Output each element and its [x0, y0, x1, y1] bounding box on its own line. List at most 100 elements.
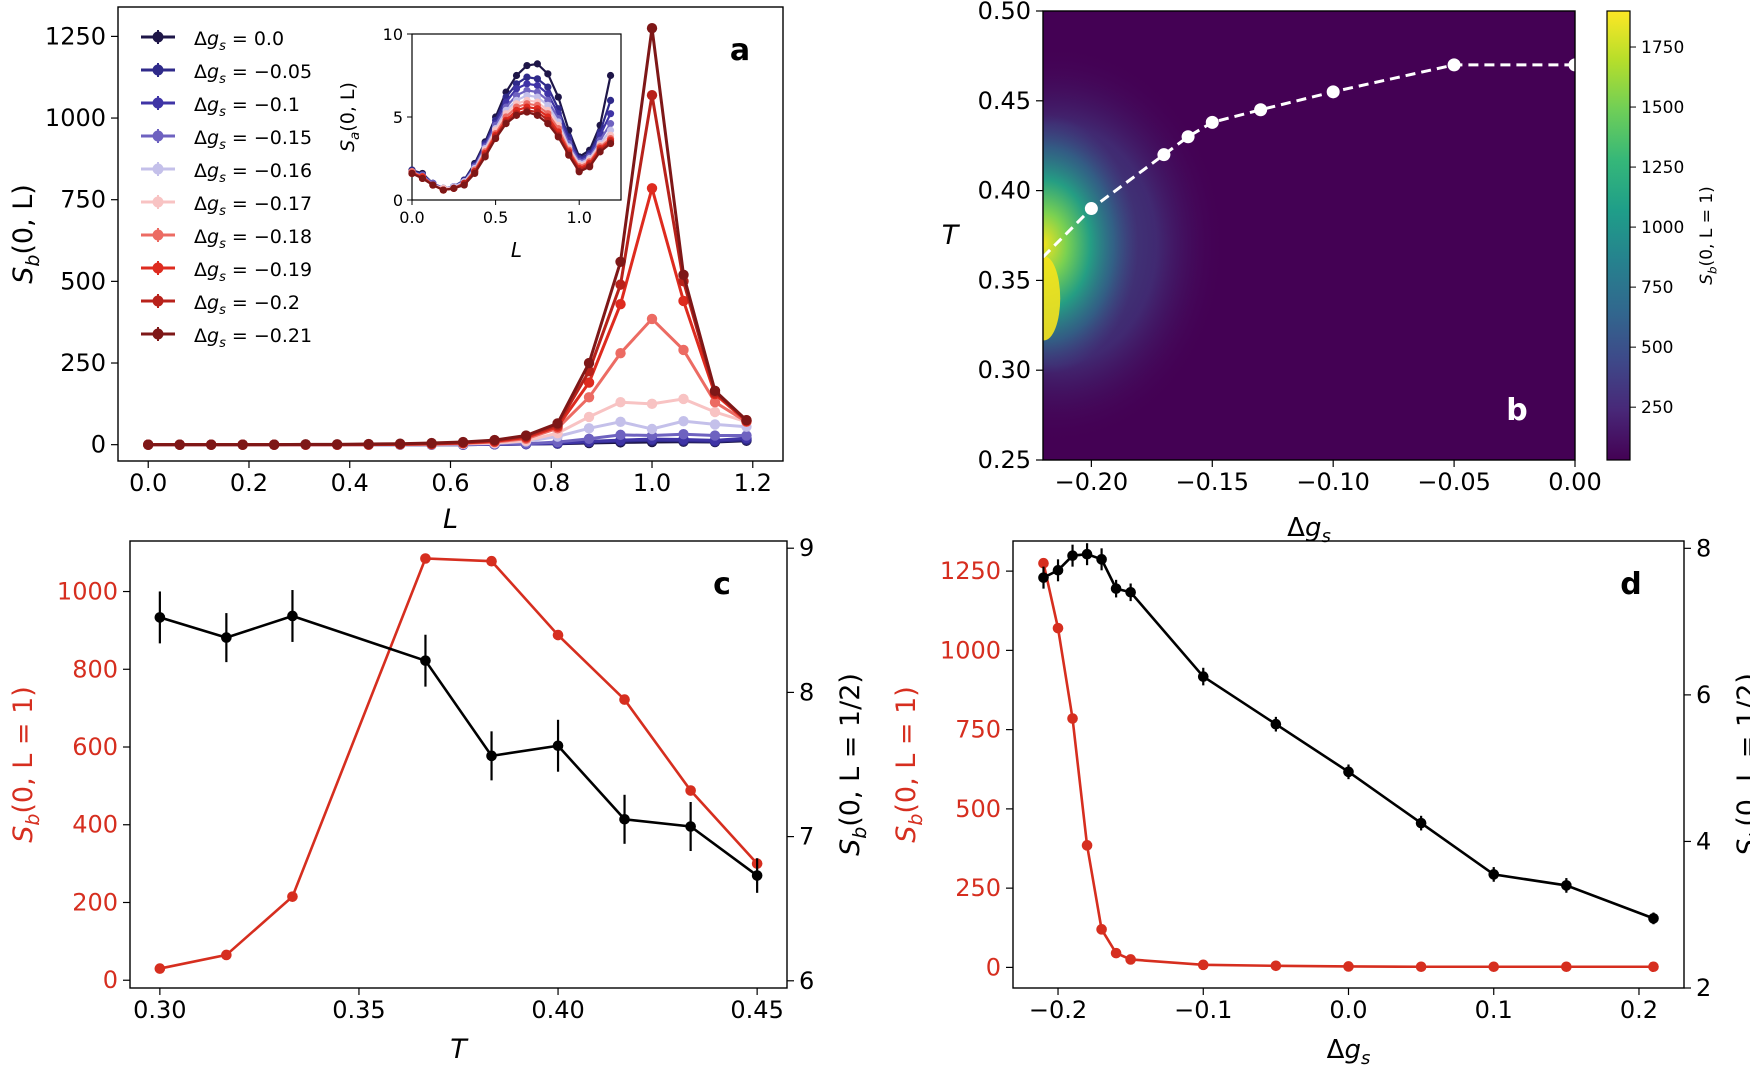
inset-data-point [523, 61, 531, 70]
inset-x-tick-label: 0.5 [483, 208, 508, 227]
data-point [221, 949, 232, 961]
data-point [489, 434, 500, 446]
legend-marker [152, 130, 164, 142]
transition-point [1254, 103, 1268, 117]
y-left-axis-label: Sb(0, L = 1) [8, 686, 44, 843]
series-line [148, 28, 748, 447]
inset-data-point [439, 186, 447, 194]
y-tick-label: 0.35 [978, 266, 1031, 294]
data-point [426, 437, 437, 449]
legend-entry: Δgs = −0.05 [194, 61, 312, 87]
y-left-tick-label: 0 [103, 966, 118, 994]
data-point [583, 411, 595, 423]
legend-entry: Δgs = 0.0 [194, 28, 284, 54]
panel-label: b [1506, 393, 1527, 428]
x-tick-label: 0.2 [230, 469, 268, 497]
legend-entry: Δgs = −0.16 [194, 160, 312, 186]
data-point [1415, 961, 1427, 973]
x-tick-label: 0.8 [532, 469, 570, 497]
inset-data-point [502, 120, 510, 128]
inset-data-point [512, 111, 521, 119]
panel-c: 0.30 0.35 0.40 0.45 0 200 400 600 800 1000 6 7 8 9 T Sb… [8, 534, 871, 1065]
y-left-axis-label: Sb(0, L = 1) [891, 686, 927, 843]
inset-data-point [523, 108, 531, 116]
transition-point [1205, 115, 1219, 129]
legend-marker [152, 196, 164, 208]
inset-data-point [575, 168, 583, 176]
inset-data-point [523, 91, 531, 100]
y-left-tick-label: 0 [986, 953, 1001, 981]
panel-b: −0.20 −0.15 −0.10 −0.05 0.00 0.25 0.30 0.35 0.40… [942, 0, 1720, 547]
legend-entry: Δgs = −0.15 [194, 127, 312, 153]
y-tick-label: 0.50 [978, 0, 1031, 25]
inset-data-point [544, 83, 552, 91]
legend-marker [152, 31, 164, 43]
inset-data-point [471, 169, 479, 178]
x-axis-label: T [450, 1034, 469, 1065]
legend-marker [152, 64, 164, 76]
data-point [287, 610, 298, 622]
inset-data-point [492, 134, 500, 143]
x-tick-label: −0.20 [1055, 468, 1129, 496]
x-tick-label: −0.1 [1174, 996, 1232, 1024]
x-tick-label: 0.35 [332, 996, 385, 1024]
panel-a: 0.0 0.2 0.4 0.6 0.8 1.0 1.2 0 250 500 750 1000 1250 L… [8, 6, 784, 535]
inset-data-point [512, 80, 521, 88]
inset-data-point [523, 86, 531, 95]
data-point [1488, 869, 1500, 880]
y-tick-label: 0.25 [978, 446, 1031, 474]
inset-data-point [512, 91, 521, 100]
data-point [420, 553, 431, 564]
y-right-tick-label: 9 [799, 534, 814, 562]
colorbar-tick-label: 250 [1641, 398, 1673, 418]
data-point [552, 418, 563, 429]
inset-data-point [533, 111, 542, 119]
data-point [583, 423, 595, 434]
colorbar-tick-label: 1500 [1641, 98, 1684, 118]
data-point [221, 632, 232, 643]
x-tick-label: −0.2 [1029, 996, 1087, 1024]
inset-data-point [533, 93, 542, 101]
legend-marker [152, 97, 164, 109]
x-axis-label: Δgs [1327, 1035, 1371, 1069]
panel-label: a [730, 33, 750, 68]
data-point [1110, 947, 1122, 959]
legend-entry: Δgs = −0.19 [194, 259, 312, 285]
data-point [154, 963, 166, 974]
inset-data-point [512, 85, 521, 93]
legend-marker [152, 229, 164, 241]
data-point [1096, 554, 1107, 565]
data-point [1197, 671, 1209, 682]
data-point [1343, 961, 1354, 972]
data-point [741, 430, 752, 441]
data-point [678, 269, 689, 281]
colorbar-tick-label: 1000 [1641, 218, 1684, 238]
transition-point [1326, 85, 1340, 99]
data-point [685, 821, 696, 832]
y-tick-label: 500 [60, 267, 106, 295]
data-point [154, 612, 166, 623]
inset-data-point [523, 73, 531, 81]
data-point [1343, 766, 1354, 778]
inset-data-point [586, 163, 594, 171]
data-point [268, 439, 280, 450]
inset-data-point [606, 126, 615, 134]
data-point [394, 438, 406, 449]
x-tick-label: 0.2 [1620, 996, 1658, 1024]
inset-data-point [544, 96, 552, 104]
y-right-tick-label: 6 [799, 967, 814, 995]
inset-data-point [418, 174, 427, 183]
data-point [646, 183, 658, 194]
y-left-tick-label: 1250 [940, 557, 1001, 585]
data-point [646, 89, 658, 101]
y-axis-label: T [942, 220, 961, 251]
panel-d: −0.2 −0.1 0.0 0.1 0.2 0 250 500 750 1000 1250 2 4 6 8 Δ… [891, 534, 1750, 1069]
data-point [685, 785, 696, 796]
data-point [583, 377, 595, 388]
y-tick-label: 0 [91, 431, 106, 459]
legend-marker [152, 163, 164, 175]
y-right-tick-label: 2 [1696, 974, 1711, 1002]
inset-data-point [533, 81, 542, 90]
data-point [709, 385, 721, 396]
x-axis-label: Δgs [1287, 513, 1331, 547]
